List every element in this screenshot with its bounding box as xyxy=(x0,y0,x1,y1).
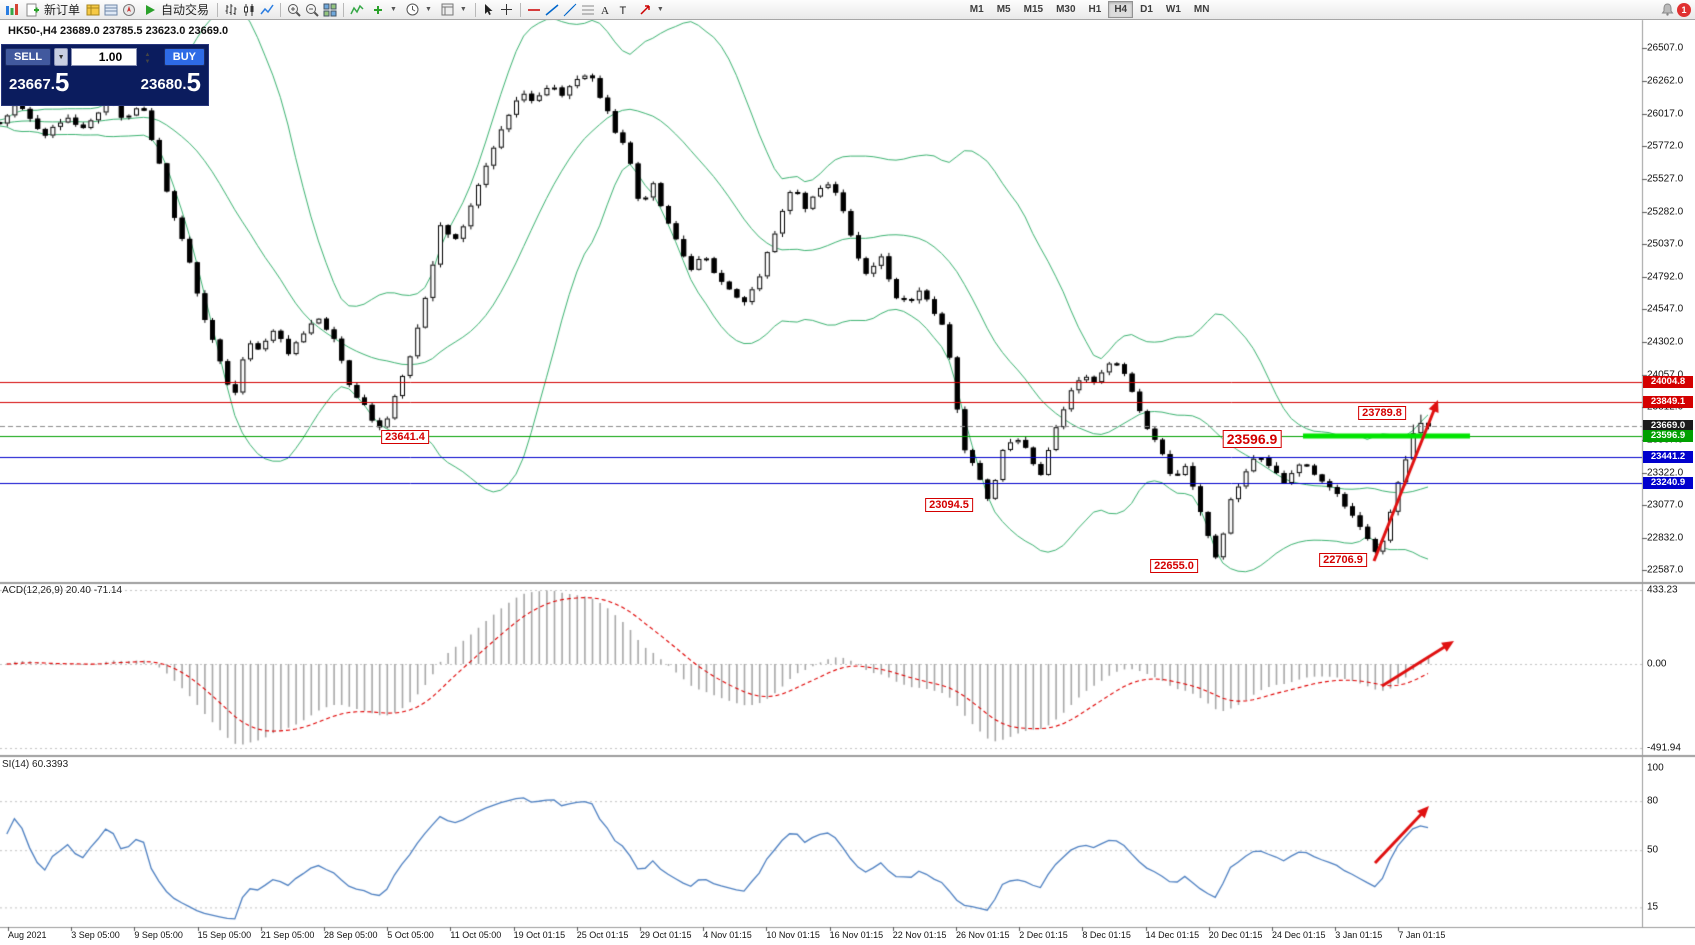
template-icon xyxy=(440,2,456,17)
hline-icon[interactable] xyxy=(526,2,542,17)
trade-controls-row: SELL ▼ ▲▼ BUY xyxy=(2,45,208,69)
sell-price-big-digit: 5 xyxy=(54,67,70,97)
buy-price-big-digit: 5 xyxy=(186,67,201,97)
ohlc-header: HK50-,H4 23689.0 23785.5 23623.0 23669.0 xyxy=(8,25,229,37)
new-order-icon xyxy=(25,2,41,17)
one-click-trading-panel: SELL ▼ ▲▼ BUY 23667. 5 23680. 5 xyxy=(1,44,209,106)
timeframe-h4[interactable]: H4 xyxy=(1108,1,1134,18)
toolbar-separator xyxy=(474,2,476,17)
crosshair-icon[interactable] xyxy=(499,2,515,17)
toolbar-separator xyxy=(217,2,219,17)
line-chart-icon[interactable] xyxy=(259,2,275,17)
buy-price-button[interactable]: 23680. 5 xyxy=(141,69,201,95)
timeframe-bar: M1 M5 M15 M30 H1 H4 D1 W1 MN xyxy=(964,1,1216,18)
clock-icon xyxy=(405,2,421,17)
fibonacci-icon[interactable] xyxy=(580,2,596,17)
timeframe-m15[interactable]: M15 xyxy=(1018,1,1049,18)
cursor-icon[interactable] xyxy=(481,2,497,17)
chevron-down-icon: ▼ xyxy=(424,6,432,13)
channel-icon[interactable] xyxy=(562,2,578,17)
rsi-indicator-label: SI(14) 60.3393 xyxy=(2,759,69,770)
chevron-down-icon: ▼ xyxy=(390,6,397,13)
timeframe-mn[interactable]: MN xyxy=(1188,1,1216,18)
arrow-object-icon xyxy=(637,2,653,17)
data-window-icon[interactable] xyxy=(103,2,119,17)
timeframe-w1[interactable]: W1 xyxy=(1160,1,1187,18)
order-type-dropdown[interactable]: ▼ xyxy=(54,48,69,66)
bar-chart-icon[interactable] xyxy=(223,2,239,17)
timeframe-h1[interactable]: H1 xyxy=(1083,1,1108,18)
add-indicator-icon xyxy=(370,2,386,17)
volume-spinner[interactable]: ▲ ▼ xyxy=(142,51,153,67)
trendline-icon[interactable] xyxy=(544,2,560,17)
buy-price-main: 23680. xyxy=(140,76,187,93)
toolbar: 新订单 自动交易 ▼ ▼ ▼ A T ▼ M1 M5 M15 M30 H1 H4 D1 W1 M… xyxy=(0,0,1695,20)
sell-price-button[interactable]: 23667. 5 xyxy=(9,69,69,95)
chevron-down-icon: ▼ xyxy=(459,6,467,13)
label-icon[interactable]: T xyxy=(616,2,632,17)
market-watch-icon[interactable] xyxy=(85,2,101,17)
timeframe-m5[interactable]: M5 xyxy=(991,1,1017,18)
new-chart-icon[interactable] xyxy=(4,2,20,17)
svg-text:A: A xyxy=(601,5,609,16)
templates-dropdown[interactable]: ▼ xyxy=(437,1,470,18)
indicators-icon[interactable] xyxy=(349,2,365,17)
timeframe-m1[interactable]: M1 xyxy=(964,1,990,18)
arrows-dropdown[interactable]: ▼ xyxy=(634,1,667,18)
navigator-icon[interactable] xyxy=(121,2,137,17)
zoom-out-icon[interactable] xyxy=(304,2,320,17)
periods-dropdown[interactable]: ▼ xyxy=(402,1,435,18)
autotrading-button[interactable]: 自动交易 xyxy=(139,0,212,19)
add-indicator-dropdown[interactable]: ▼ xyxy=(367,1,400,18)
price-row: 23667. 5 23680. 5 xyxy=(2,69,208,99)
chevron-down-icon: ▼ xyxy=(656,6,664,13)
sell-button[interactable]: SELL xyxy=(5,48,52,66)
timeframe-m30[interactable]: M30 xyxy=(1050,1,1081,18)
text-icon[interactable]: A xyxy=(598,2,614,17)
buy-button[interactable]: BUY xyxy=(163,48,205,66)
candlestick-chart-icon[interactable] xyxy=(241,2,257,17)
spinner-down-icon: ▼ xyxy=(144,59,151,65)
toolbar-separator xyxy=(280,2,282,17)
new-order-button[interactable]: 新订单 xyxy=(22,0,83,19)
autotrading-label: 自动交易 xyxy=(161,3,210,17)
macd-indicator-label: ACD(12,26,9) 20.40 -71.14 xyxy=(2,585,123,596)
spinner-up-icon: ▲ xyxy=(144,52,151,58)
new-order-label: 新订单 xyxy=(44,3,81,17)
bell-icon[interactable] xyxy=(1659,2,1675,17)
svg-text:T: T xyxy=(620,5,627,16)
sell-price-main: 23667. xyxy=(9,76,55,93)
timeframe-d1[interactable]: D1 xyxy=(1134,1,1159,18)
autotrading-play-icon xyxy=(142,2,158,17)
toolbar-separator xyxy=(519,2,521,17)
toolbar-separator xyxy=(343,2,345,17)
zoom-in-icon[interactable] xyxy=(286,2,302,17)
notification-badge[interactable]: 1 xyxy=(1677,2,1691,17)
tile-windows-icon[interactable] xyxy=(322,2,338,17)
volume-input[interactable] xyxy=(71,48,138,66)
